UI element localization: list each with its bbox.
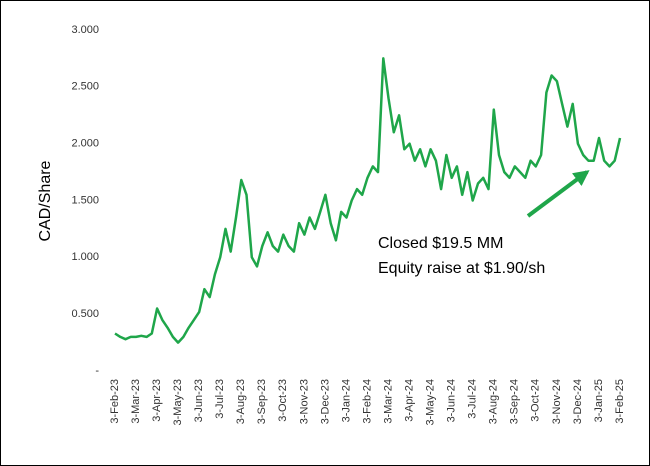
x-tick-label: 3-Oct-23 — [277, 379, 289, 422]
y-tick-label: 1.500 — [71, 194, 99, 206]
x-tick-label: 3-Oct-24 — [530, 379, 542, 422]
x-tick-label: 3-Apr-24 — [403, 379, 415, 422]
x-tick-label: 3-May-23 — [172, 379, 184, 425]
y-tick-label: 1.000 — [71, 251, 99, 263]
x-tick-label: 3-Nov-24 — [551, 379, 563, 424]
x-tick-label: 3-Feb-25 — [614, 379, 626, 424]
x-tick-label: 3-Nov-23 — [298, 379, 310, 424]
x-tick-label: 3-Aug-24 — [488, 379, 500, 424]
x-tick-label: 3-Feb-23 — [109, 379, 121, 424]
x-tick-label: 3-Jun-23 — [193, 379, 205, 422]
y-tick-label: - — [95, 365, 99, 377]
x-tick-label: 3-Mar-24 — [382, 379, 394, 424]
y-tick-label: 2.500 — [71, 81, 99, 93]
x-tick-label: 3-Jan-24 — [340, 379, 352, 422]
x-tick-label: 3-Feb-24 — [361, 379, 373, 424]
x-tick-label: 3-Apr-23 — [151, 379, 163, 422]
y-tick-label: 3.000 — [71, 24, 99, 36]
y-tick-label: 2.000 — [71, 138, 99, 150]
x-tick-label: 3-Sep-24 — [509, 379, 521, 424]
x-tick-label: 3-Jan-25 — [593, 379, 605, 422]
x-tick-label: 3-Jul-23 — [214, 379, 226, 419]
x-tick-label: 3-Jul-24 — [467, 379, 479, 419]
x-tick-label: 3-Dec-23 — [319, 379, 331, 424]
arrow — [526, 170, 590, 218]
price-line — [114, 57, 622, 344]
x-tick-label: 3-Dec-24 — [572, 379, 584, 424]
x-tick-label: 3-May-24 — [425, 379, 437, 425]
annotation: Equity raise at $1.90/sh — [378, 260, 545, 277]
y-tick-label: 0.500 — [71, 308, 99, 320]
y-axis-label: CAD/Share — [37, 160, 54, 241]
x-tick-label: 3-Mar-23 — [130, 379, 142, 424]
x-tick-label: 3-Jun-24 — [446, 379, 458, 422]
x-tick-label: 3-Aug-23 — [235, 379, 247, 424]
x-tick-label: 3-Sep-23 — [256, 379, 268, 424]
annotation: Closed $19.5 MM — [378, 235, 503, 252]
